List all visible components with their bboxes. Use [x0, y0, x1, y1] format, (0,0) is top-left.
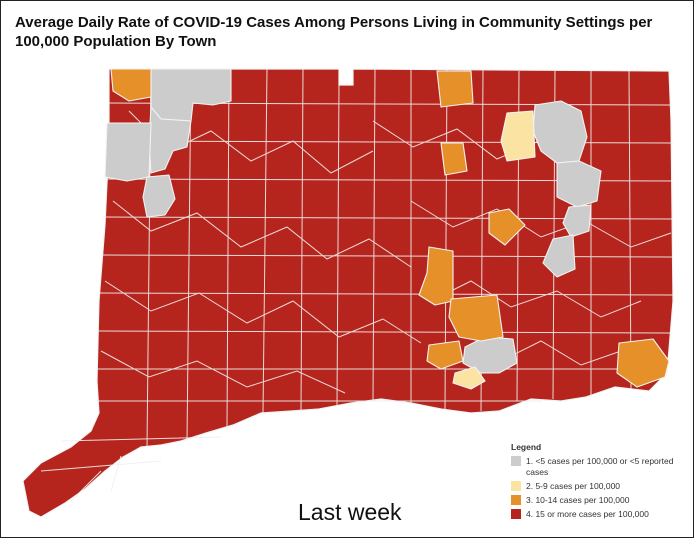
legend-item-orange: 3. 10-14 cases per 100,000 [511, 495, 689, 506]
map-caption: Last week [298, 499, 402, 525]
map-title: Average Daily Rate of COVID-19 Cases Amo… [15, 14, 653, 50]
gray-towns [104, 68, 602, 374]
town-orange-n2 [440, 142, 468, 176]
legend-title: Legend [511, 442, 542, 452]
legend-label-orange: 3. 10-14 cases per 100,000 [526, 495, 630, 505]
legend-item-red: 4. 15 or more cases per 100,000 [511, 509, 689, 520]
town-gray-e [542, 234, 576, 278]
legend-label-gray: 1. <5 cases per 100,000 or <5 reported c… [526, 456, 674, 477]
legend-item-gray: 1. <5 cases per 100,000 or <5 reported c… [511, 456, 689, 478]
town-orange-c3 [426, 340, 464, 370]
town-orange-n [436, 70, 474, 108]
town-gray-ne-low [562, 204, 592, 238]
town-orange-c1 [418, 246, 454, 306]
town-gray-nw-west [104, 122, 152, 182]
legend-item-light-yellow: 2. 5-9 cases per 100,000 [511, 481, 689, 492]
map-legend: Legend 1. <5 cases per 100,000 or <5 rep… [511, 442, 689, 523]
legend-swatch-light-yellow [511, 481, 521, 491]
legend-swatch-orange [511, 495, 521, 505]
legend-label-light-yellow: 2. 5-9 cases per 100,000 [526, 481, 621, 491]
legend-swatch-gray [511, 456, 521, 466]
town-yellow-se [452, 366, 486, 390]
town-yellow-ne [500, 110, 536, 162]
light-yellow-towns [452, 110, 536, 390]
town-orange-c2 [448, 294, 504, 342]
town-orange-mid [488, 208, 526, 246]
orange-towns [110, 68, 670, 388]
town-orange-nw [110, 68, 152, 102]
town-gray-nw-south [142, 174, 176, 218]
state-outline [22, 68, 674, 518]
legend-swatch-red [511, 509, 521, 519]
town-gray-ne-mid [556, 160, 602, 208]
town-orange-se [616, 338, 670, 388]
legend-label-red: 4. 15 or more cases per 100,000 [526, 509, 649, 519]
